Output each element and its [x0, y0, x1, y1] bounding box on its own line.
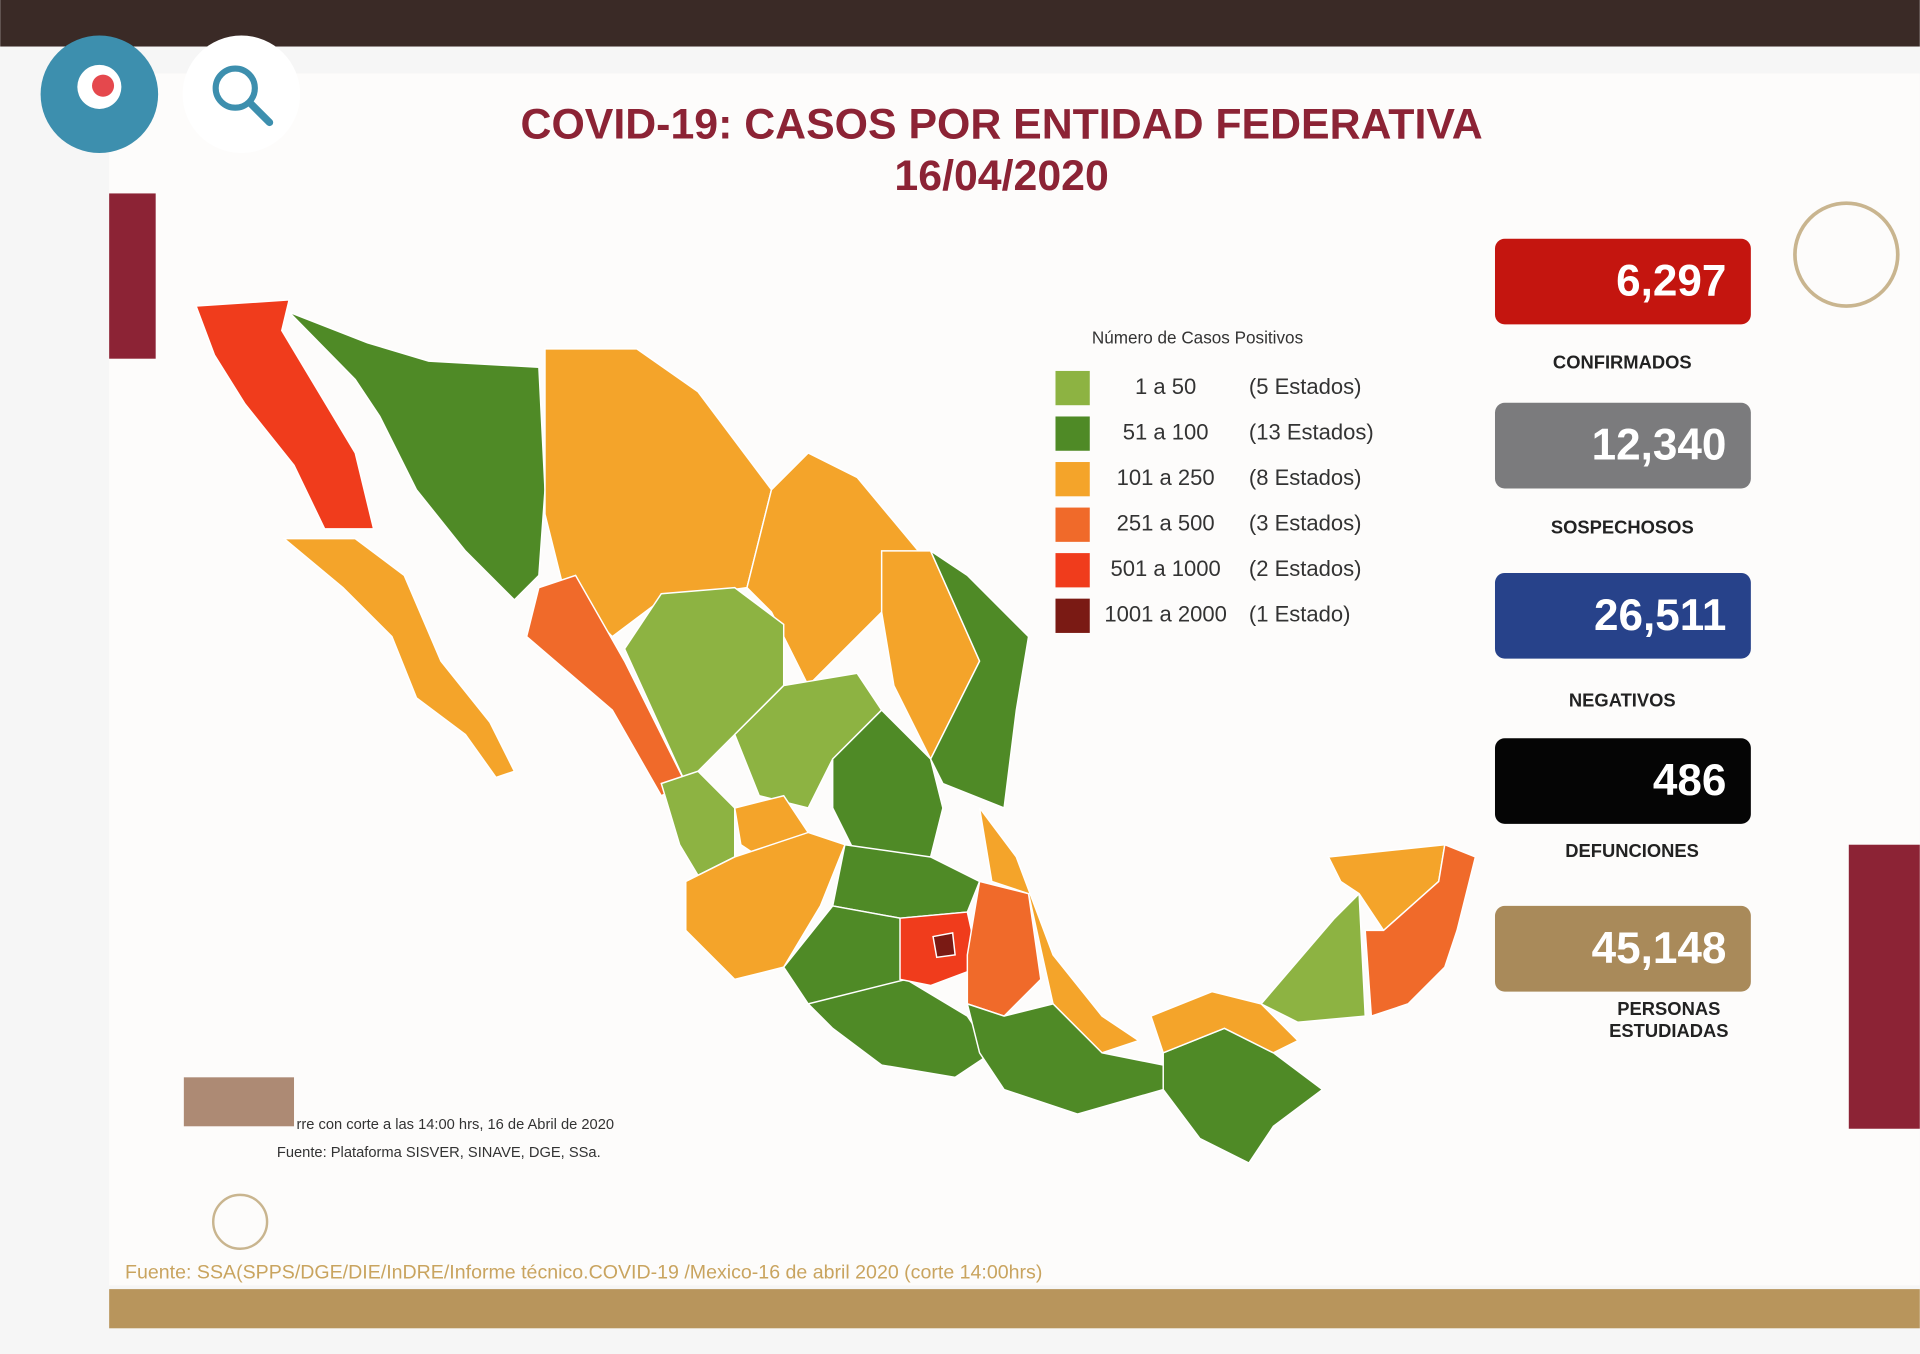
state-region: [978, 807, 1141, 1054]
stat-value: 6,297: [1616, 257, 1726, 306]
bottom-bar: [109, 1289, 1920, 1329]
state-region: [831, 709, 944, 858]
legend-range: 101 a 250: [1117, 465, 1215, 490]
stat-box: [1494, 905, 1751, 992]
note: rre con corte a las 14:00 hrs, 16 de Abr…: [296, 1117, 614, 1133]
periscope-icon-dot: [92, 74, 115, 97]
legend-count: (3 Estados): [1249, 511, 1362, 536]
legend-count: (5 Estados): [1249, 374, 1362, 399]
state-region: [1150, 990, 1300, 1054]
stat-label: ESTUDIADAS: [1609, 1020, 1728, 1041]
stat-label: NEGATIVOS: [1569, 689, 1676, 710]
state-region: [195, 299, 375, 530]
legend-swatch: [1055, 553, 1090, 588]
legend-count: (8 Estados): [1249, 465, 1362, 490]
legend-count: (1 Estado): [1249, 602, 1351, 627]
legend-swatch: [1055, 416, 1090, 451]
search-icon: [212, 65, 258, 111]
state-region: [928, 548, 1030, 810]
legend-swatch: [1055, 598, 1090, 633]
stat-value: 486: [1653, 756, 1727, 805]
stat-label: DEFUNCIONES: [1565, 840, 1699, 861]
stat-value: 45,148: [1592, 924, 1727, 973]
stat-label: SOSPECHOSOS: [1551, 517, 1694, 538]
title: COVID-19: CASOS POR ENTIDAD FEDERATIVA: [521, 101, 1483, 149]
stats-panel: 6,297 CONFIRMADOS 12,340 SOSPECHOSOS 26,511 N…: [1494, 238, 1751, 1041]
date: 16/04/2020: [894, 152, 1108, 200]
legend: 1 a 50 (5 Estados) 51 a 100 (13 Estados) 101…: [1055, 370, 1374, 633]
legend-title: Número de Casos Positivos: [1092, 328, 1303, 348]
logo: [183, 1077, 295, 1127]
top-bar: [0, 0, 1920, 47]
state-region: [932, 931, 956, 959]
decor-bar: [1848, 844, 1920, 1129]
stat-box: [1494, 572, 1751, 659]
search-icon-handle: [246, 99, 274, 127]
map: [195, 299, 1477, 1164]
state-region: [806, 978, 993, 1079]
stat-box: [1494, 738, 1751, 824]
legend-swatch: [1055, 462, 1090, 497]
seal: [211, 1193, 269, 1250]
legend-range: 51 a 100: [1123, 419, 1209, 444]
legend-range: 251 a 500: [1117, 511, 1215, 536]
legend-swatch: [1055, 507, 1090, 542]
legend-count: (2 Estados): [1249, 556, 1362, 581]
stat-box: [1494, 402, 1751, 489]
legend-swatch: [1055, 370, 1090, 406]
legend-range: 501 a 1000: [1111, 556, 1221, 581]
seal: [1793, 201, 1900, 308]
legend-range: 1001 a 2000: [1104, 602, 1226, 627]
state-region: [1364, 843, 1477, 1018]
legend-count: (13 Estados): [1249, 419, 1374, 444]
stat-label: PERSONAS: [1617, 998, 1720, 1019]
state-region: [1259, 891, 1366, 1023]
state-region: [282, 537, 516, 779]
state-region: [288, 311, 546, 601]
stat-value: 12,340: [1592, 421, 1727, 470]
footer-source: Fuente: SSA(SPPS/DGE/DIE/InDRE/Informe t…: [125, 1261, 1042, 1283]
state-region: [685, 831, 846, 981]
stat-label: CONFIRMADOS: [1553, 351, 1692, 372]
decor-bar: [109, 193, 156, 359]
stat-box: [1494, 238, 1751, 325]
note: Fuente: Plataforma SISVER, SINAVE, DGE, …: [277, 1145, 601, 1161]
legend-range: 1 a 50: [1135, 374, 1196, 399]
search-button[interactable]: [182, 35, 301, 154]
stat-value: 26,511: [1594, 591, 1726, 640]
